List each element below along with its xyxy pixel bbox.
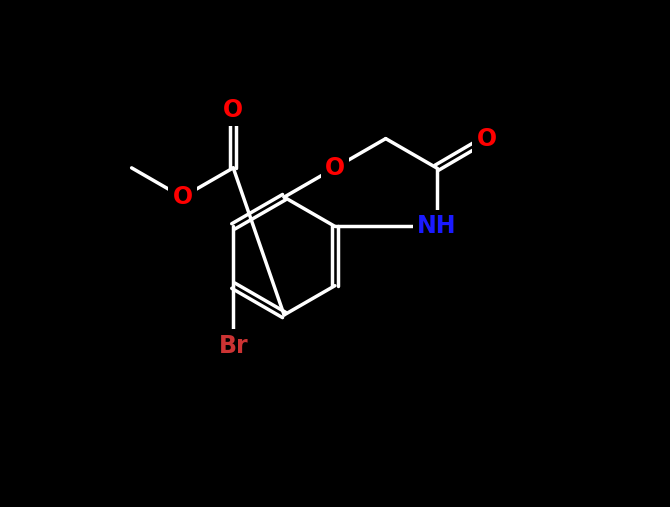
- Text: O: O: [172, 185, 192, 209]
- Text: Br: Br: [218, 334, 248, 358]
- Text: NH: NH: [417, 214, 456, 238]
- Text: O: O: [476, 127, 496, 151]
- Text: O: O: [325, 156, 345, 180]
- Text: O: O: [223, 98, 243, 122]
